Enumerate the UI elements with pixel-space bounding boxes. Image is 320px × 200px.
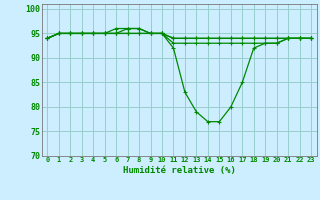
X-axis label: Humidité relative (%): Humidité relative (%)	[123, 166, 236, 175]
